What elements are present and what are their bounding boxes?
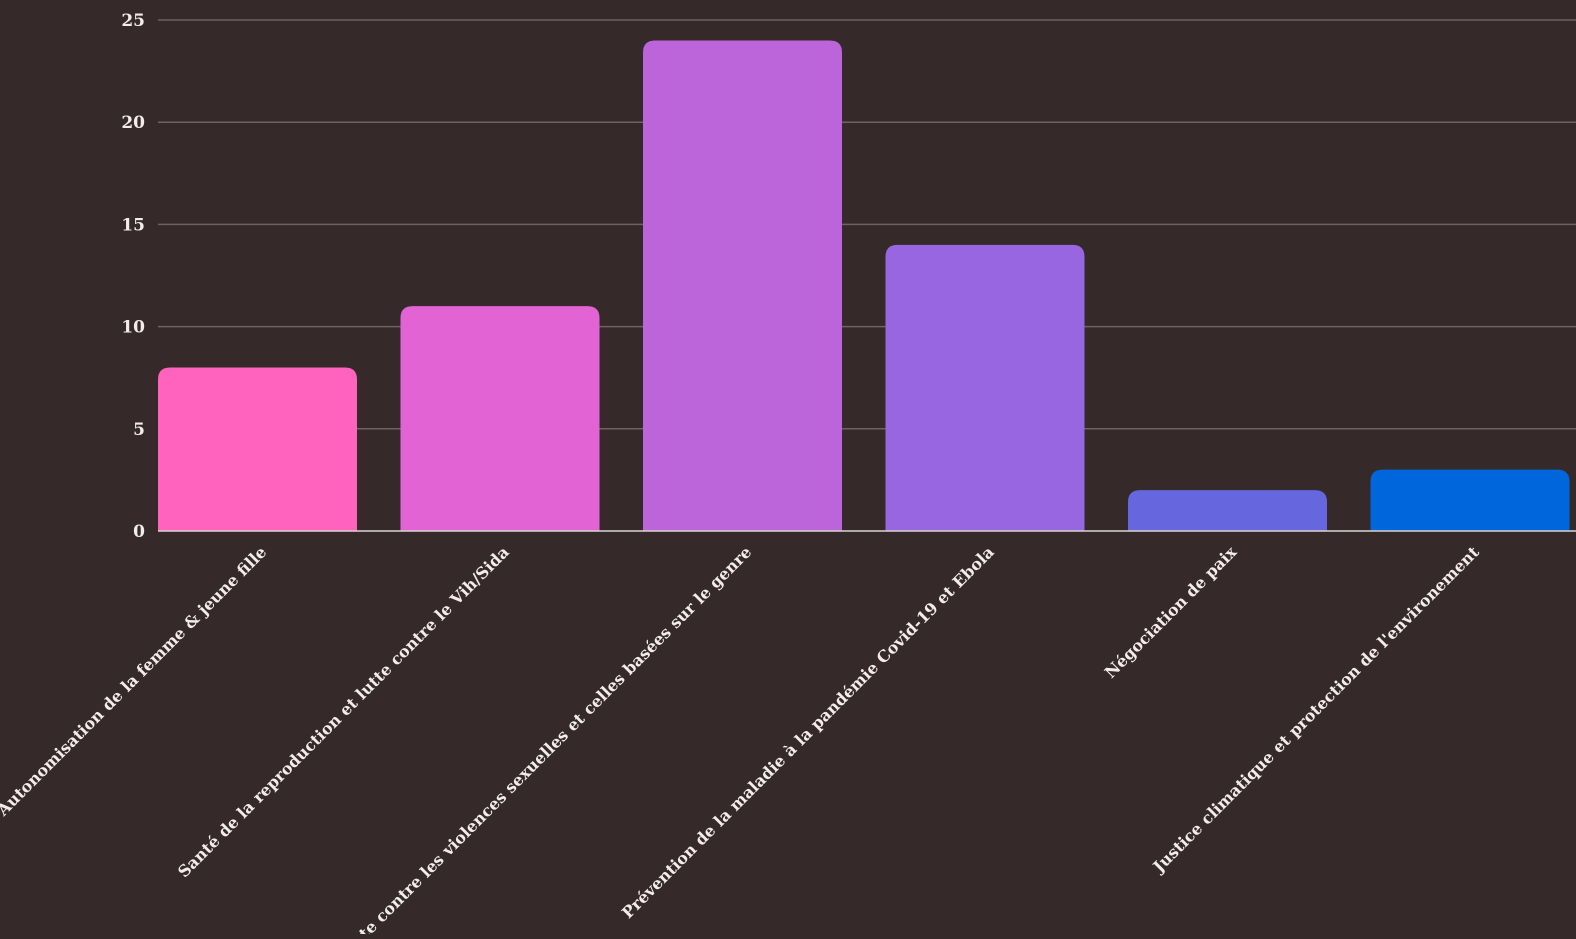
y-tick-label: 15 xyxy=(121,215,145,235)
x-tick-label: Négociation de paix xyxy=(1101,542,1241,682)
y-axis-ticks: 0 5 10 15 20 25 xyxy=(121,11,145,542)
bar xyxy=(885,244,1085,531)
y-tick-label: 5 xyxy=(133,420,145,440)
bar xyxy=(1128,490,1327,531)
x-tick-label: Prévention de la maladie à la pandémie C… xyxy=(618,542,998,922)
y-tick-label: 25 xyxy=(121,11,145,31)
y-tick-label: 10 xyxy=(121,318,145,338)
bar xyxy=(643,40,842,531)
y-tick-label: 0 xyxy=(133,522,145,542)
bar xyxy=(400,306,600,531)
bars xyxy=(158,40,1570,531)
x-tick-label: Autonomisation de la femme & jeune fille xyxy=(0,542,270,820)
bar xyxy=(1370,469,1570,531)
x-axis-labels: Autonomisation de la femme & jeune fille… xyxy=(0,542,1483,939)
x-tick-label: Lutte contre les violences sexuelles et … xyxy=(334,542,756,934)
y-tick-label: 20 xyxy=(121,113,145,133)
gridlines xyxy=(158,19,1576,430)
bar xyxy=(158,367,357,531)
